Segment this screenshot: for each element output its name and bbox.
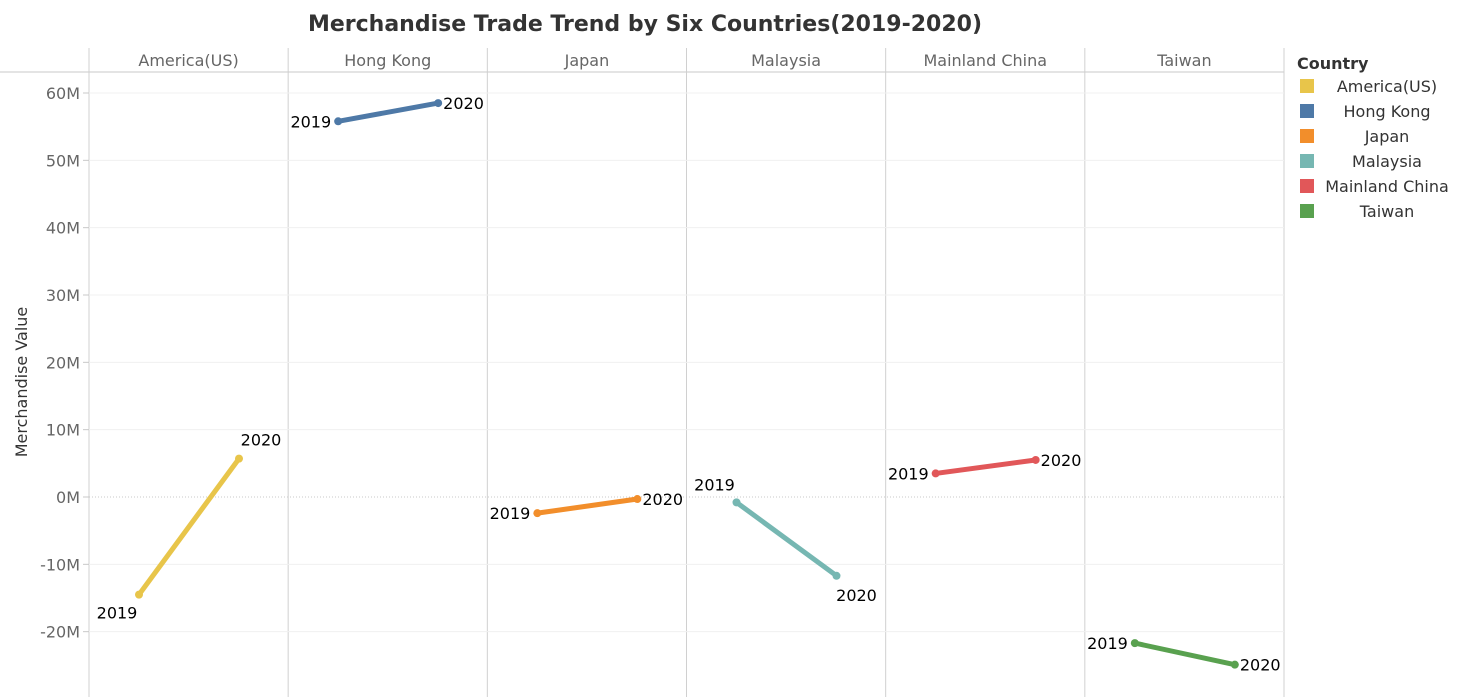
legend-item[interactable]: America(US) <box>1300 77 1437 96</box>
series-mainland-china: 2019 2020 <box>888 451 1081 483</box>
y-tick-label: 40M <box>46 219 80 238</box>
data-point[interactable] <box>434 99 443 108</box>
series-line <box>933 457 1039 476</box>
series-japan: 2019 2020 <box>490 490 683 523</box>
legend-swatch <box>1300 179 1314 193</box>
legend-swatch <box>1300 104 1314 118</box>
series-line <box>734 499 839 579</box>
data-point[interactable] <box>1130 639 1139 648</box>
data-point[interactable] <box>732 498 741 507</box>
legend-swatch <box>1300 129 1314 143</box>
data-point[interactable] <box>931 469 940 478</box>
legend-title: Country <box>1297 54 1369 73</box>
legend-label: Hong Kong <box>1344 102 1431 121</box>
series-lines: 2019 2020 2019 2020 2019 2020 2019 2020 2019 2020… <box>97 94 1281 675</box>
legend-label: Mainland China <box>1325 177 1449 196</box>
data-label: 2019 <box>490 504 531 523</box>
legend-swatch <box>1300 79 1314 93</box>
legend-item[interactable]: Mainland China <box>1300 177 1449 196</box>
legend-item[interactable]: Japan <box>1300 127 1409 146</box>
legend-swatch <box>1300 204 1314 218</box>
y-tick-label: 50M <box>46 151 80 170</box>
data-label: 2019 <box>97 604 138 623</box>
series-line <box>335 100 441 124</box>
legend-label: Japan <box>1364 127 1410 146</box>
column-header: Hong Kong <box>344 51 431 70</box>
y-axis: 60M 50M 40M 30M 20M 10M 0M -10M -20M <box>40 84 89 642</box>
y-tick-label: 30M <box>46 286 80 305</box>
data-point[interactable] <box>1230 660 1239 669</box>
data-point[interactable] <box>832 571 841 580</box>
y-tick-label: 60M <box>46 84 80 103</box>
data-label: 2020 <box>642 490 683 509</box>
gridlines <box>89 92 1284 633</box>
data-point[interactable] <box>135 590 143 599</box>
y-tick-label: 20M <box>46 353 80 372</box>
legend-item[interactable]: Malaysia <box>1300 152 1422 171</box>
chart-frame <box>0 48 1285 697</box>
column-header: Mainland China <box>923 51 1047 70</box>
series-taiwan: 2019 2020 <box>1087 634 1280 675</box>
data-point[interactable] <box>533 509 542 518</box>
y-axis-label: Merchandise Value <box>12 307 31 458</box>
data-label: 2020 <box>443 94 484 113</box>
data-point[interactable] <box>633 495 642 504</box>
legend[interactable]: Country America(US) Hong Kong Japan Malaysi… <box>1297 54 1449 221</box>
series-line <box>534 496 640 516</box>
series-malaysia: 2019 2020 <box>694 475 877 604</box>
y-tick-label: 10M <box>46 421 80 440</box>
data-label: 2020 <box>1240 656 1281 675</box>
data-label: 2020 <box>241 431 282 450</box>
series-line <box>136 456 242 598</box>
column-header: Malaysia <box>751 51 821 70</box>
series-line <box>1132 640 1238 668</box>
legend-swatch <box>1300 154 1314 168</box>
data-label: 2019 <box>290 112 331 131</box>
legend-label: America(US) <box>1337 77 1437 96</box>
data-point[interactable] <box>235 454 243 463</box>
y-tick-label: -20M <box>40 623 80 642</box>
data-label: 2020 <box>1041 451 1082 470</box>
data-point[interactable] <box>334 117 343 126</box>
column-header: Japan <box>564 51 610 70</box>
y-tick-label: 0M <box>56 488 80 507</box>
data-label: 2019 <box>1087 634 1128 653</box>
legend-item[interactable]: Taiwan <box>1300 202 1414 221</box>
y-tick-label: -10M <box>40 555 80 574</box>
column-headers: America(US) Hong Kong Japan Malaysia Mainlan… <box>138 51 1211 70</box>
column-header: Taiwan <box>1156 51 1211 70</box>
data-label: 2019 <box>888 464 929 483</box>
legend-item[interactable]: Hong Kong <box>1300 102 1430 121</box>
data-label: 2019 <box>694 475 735 494</box>
data-label: 2020 <box>836 586 877 605</box>
chart-title: Merchandise Trade Trend by Six Countries… <box>308 12 982 37</box>
legend-label: Taiwan <box>1359 202 1414 221</box>
column-header: America(US) <box>138 51 238 70</box>
legend-label: Malaysia <box>1352 152 1422 171</box>
data-point[interactable] <box>1031 455 1040 464</box>
series-hong-kong: 2019 2020 <box>290 94 483 131</box>
series-america-us-: 2019 2020 <box>97 431 282 623</box>
